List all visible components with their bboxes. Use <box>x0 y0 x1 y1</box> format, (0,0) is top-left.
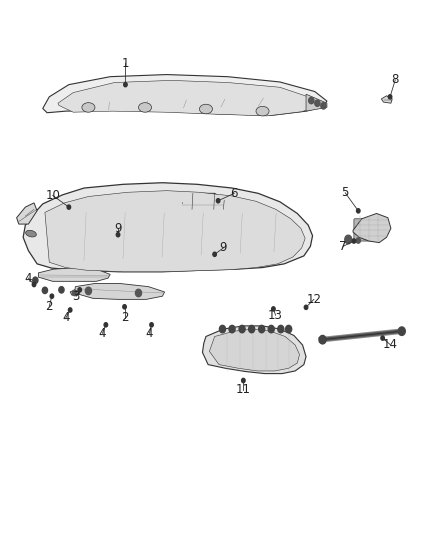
Ellipse shape <box>256 107 269 116</box>
Circle shape <box>321 103 326 109</box>
Ellipse shape <box>138 103 152 112</box>
Circle shape <box>249 325 254 333</box>
Circle shape <box>50 294 53 298</box>
Circle shape <box>219 325 226 333</box>
Circle shape <box>229 325 235 333</box>
Polygon shape <box>70 290 80 295</box>
Circle shape <box>286 325 292 333</box>
Circle shape <box>213 252 216 256</box>
Polygon shape <box>17 203 37 224</box>
Circle shape <box>398 327 405 335</box>
Circle shape <box>216 199 220 203</box>
Circle shape <box>315 100 320 107</box>
Polygon shape <box>39 268 110 281</box>
Circle shape <box>124 83 127 87</box>
Circle shape <box>135 289 141 297</box>
Polygon shape <box>353 214 391 243</box>
Polygon shape <box>23 183 313 272</box>
Text: 13: 13 <box>268 309 283 322</box>
Text: 7: 7 <box>339 240 347 253</box>
Polygon shape <box>43 75 327 115</box>
Circle shape <box>319 335 326 344</box>
Text: 9: 9 <box>114 222 122 235</box>
Text: 6: 6 <box>230 187 238 200</box>
Text: 4: 4 <box>62 311 70 325</box>
Circle shape <box>389 95 392 99</box>
Text: 2: 2 <box>121 311 128 325</box>
Text: 9: 9 <box>219 241 227 254</box>
FancyBboxPatch shape <box>354 219 380 241</box>
Text: 5: 5 <box>342 187 349 199</box>
Text: 4: 4 <box>25 272 32 285</box>
Text: 11: 11 <box>236 383 251 396</box>
Ellipse shape <box>82 103 95 112</box>
Text: 1: 1 <box>122 57 129 70</box>
Circle shape <box>67 205 71 209</box>
Ellipse shape <box>25 230 36 237</box>
Text: 14: 14 <box>382 338 398 351</box>
Text: 12: 12 <box>306 293 321 306</box>
Ellipse shape <box>199 104 212 114</box>
Circle shape <box>32 282 36 287</box>
Circle shape <box>150 322 153 327</box>
Text: 3: 3 <box>73 290 80 303</box>
Circle shape <box>85 287 92 295</box>
Text: 4: 4 <box>145 327 153 340</box>
Circle shape <box>239 325 245 333</box>
Polygon shape <box>58 80 318 116</box>
Circle shape <box>352 239 356 243</box>
Circle shape <box>268 325 274 333</box>
Circle shape <box>345 235 352 244</box>
Circle shape <box>59 287 64 293</box>
Polygon shape <box>202 326 306 374</box>
Circle shape <box>104 322 108 327</box>
Circle shape <box>78 288 81 292</box>
Circle shape <box>304 305 308 310</box>
Circle shape <box>42 287 47 294</box>
Text: 10: 10 <box>45 189 60 202</box>
Circle shape <box>381 336 385 340</box>
Circle shape <box>72 290 77 296</box>
Polygon shape <box>74 284 165 300</box>
Polygon shape <box>45 191 305 272</box>
Circle shape <box>278 325 284 333</box>
Circle shape <box>356 238 360 243</box>
Circle shape <box>242 378 245 383</box>
Polygon shape <box>182 193 224 209</box>
Circle shape <box>272 307 275 311</box>
Circle shape <box>116 232 120 237</box>
Circle shape <box>309 98 314 104</box>
Circle shape <box>258 325 265 333</box>
Circle shape <box>357 209 360 213</box>
Text: 2: 2 <box>46 300 53 313</box>
Circle shape <box>68 308 72 312</box>
Polygon shape <box>306 94 327 111</box>
Polygon shape <box>381 96 392 103</box>
Text: 8: 8 <box>392 74 399 86</box>
Circle shape <box>123 305 126 309</box>
Polygon shape <box>209 329 300 371</box>
Circle shape <box>33 277 38 284</box>
Text: 4: 4 <box>99 327 106 340</box>
